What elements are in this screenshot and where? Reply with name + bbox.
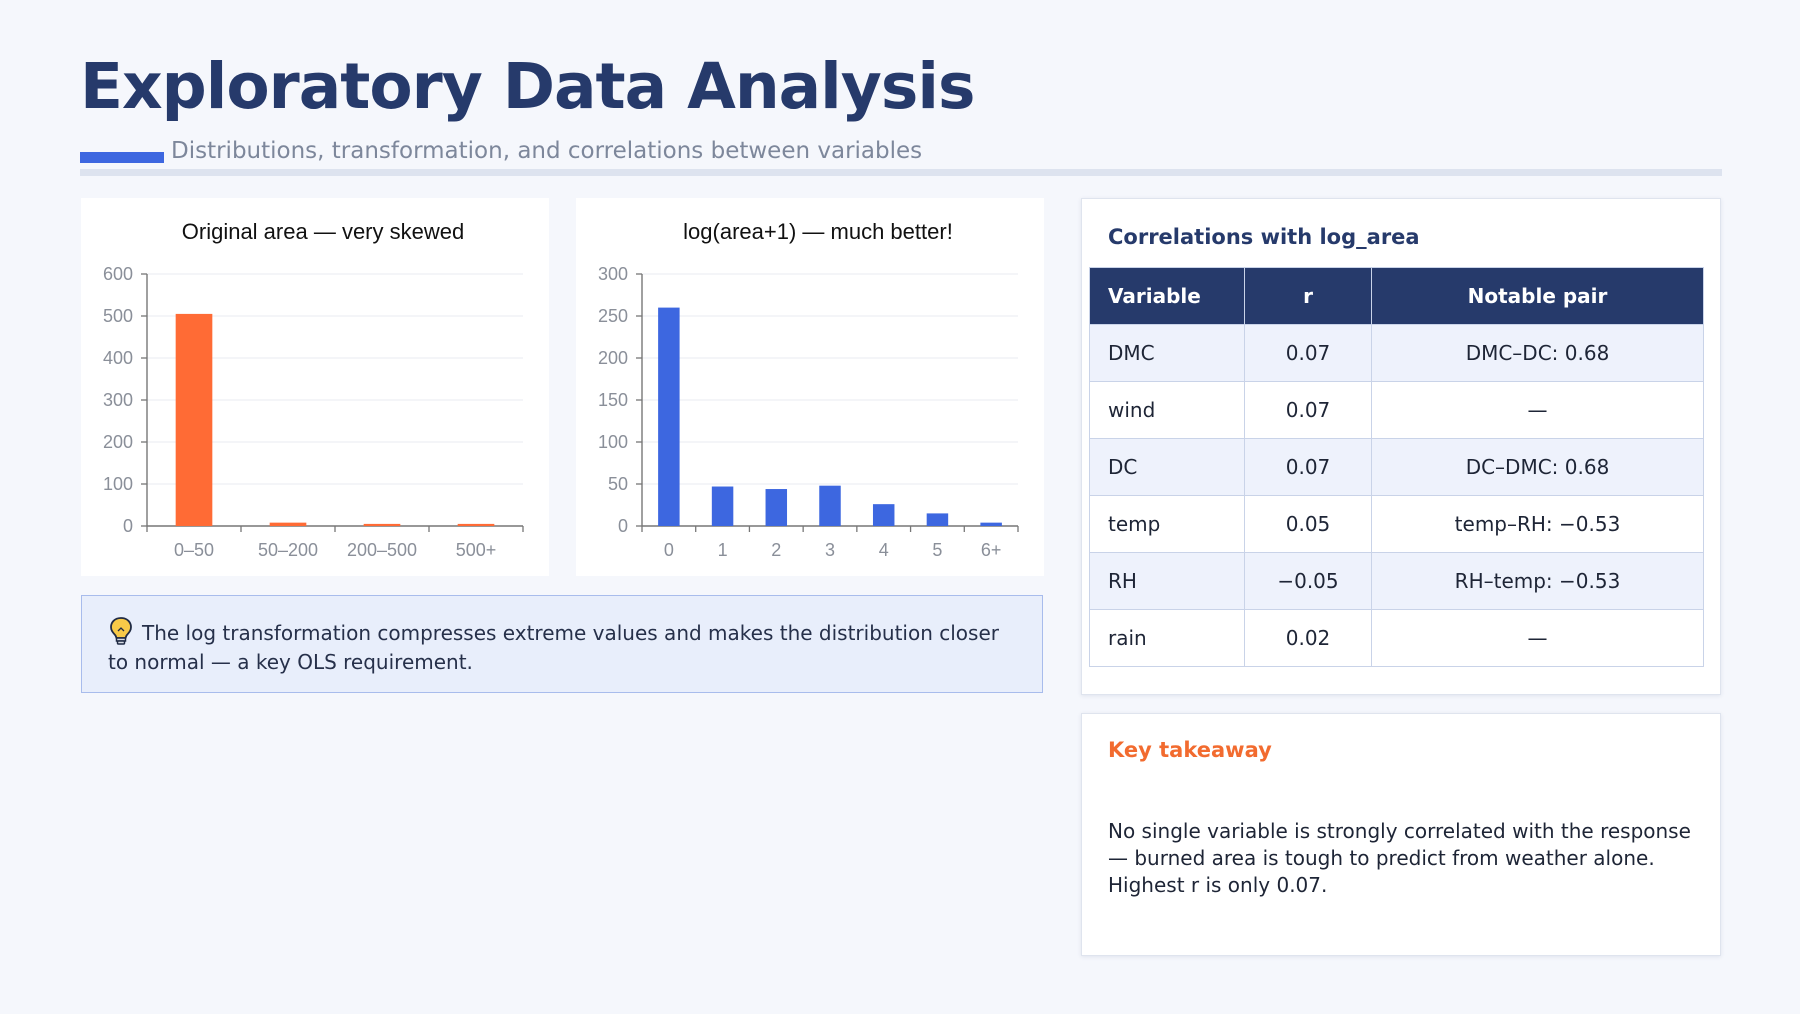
chart-log-area: log(area+1) — much better! 0 50 100 150 200 25… (576, 198, 1044, 576)
cell-notable-pair: DC–DMC: 0.68 (1371, 438, 1704, 496)
cell-r: 0.02 (1244, 609, 1372, 667)
x-tick-label: 1 (718, 540, 728, 560)
table-row: wind 0.07 — (1089, 381, 1704, 439)
table-row: DC 0.07 DC–DMC: 0.68 (1089, 438, 1704, 496)
correlations-table: Variable r Notable pair DMC 0.07 DMC–DC:… (1089, 267, 1704, 667)
y-tick-label: 0 (618, 516, 628, 536)
bar (711, 486, 734, 526)
correlations-title: Correlations with log_area (1108, 225, 1420, 249)
cell-r: 0.07 (1244, 324, 1372, 382)
header-divider (80, 169, 1722, 176)
x-tick-label: 200–500 (347, 540, 417, 560)
bar (765, 489, 788, 526)
cell-r: −0.05 (1244, 552, 1372, 610)
cell-variable: RH (1089, 552, 1245, 610)
cell-variable: DMC (1089, 324, 1245, 382)
x-tick-label: 500+ (456, 540, 497, 560)
bar (926, 513, 949, 526)
bar (363, 523, 401, 526)
y-tick-label: 200 (598, 348, 628, 368)
cell-variable: rain (1089, 609, 1245, 667)
y-tick-label: 200 (103, 432, 133, 452)
column-header-r: r (1244, 267, 1372, 325)
bar (269, 522, 307, 526)
y-tick-label: 0 (123, 516, 133, 536)
cell-variable: DC (1089, 438, 1245, 496)
insight-callout: The log transformation compresses extrem… (81, 595, 1043, 693)
table-row: RH −0.05 RH–temp: −0.53 (1089, 552, 1704, 610)
x-tick-label: 50–200 (258, 540, 318, 560)
y-tick-label: 100 (598, 432, 628, 452)
table-header-row: Variable r Notable pair (1089, 267, 1704, 325)
cell-notable-pair: — (1371, 381, 1704, 439)
bar (658, 307, 680, 526)
page-title: Exploratory Data Analysis (80, 50, 975, 123)
cell-r: 0.05 (1244, 495, 1372, 553)
chart-title: log(area+1) — much better! (683, 219, 953, 244)
x-tick-label: 0 (664, 540, 674, 560)
bar (980, 522, 1002, 526)
y-tick-label: 300 (598, 264, 628, 284)
x-tick-label: 0–50 (174, 540, 214, 560)
x-tick-label: 5 (932, 540, 942, 560)
y-tick-label: 100 (103, 474, 133, 494)
takeaway-text: No single variable is strongly correlate… (1108, 819, 1691, 897)
cell-r: 0.07 (1244, 381, 1372, 439)
column-header-notable-pair: Notable pair (1371, 267, 1704, 325)
y-tick-label: 500 (103, 306, 133, 326)
lightbulb-icon (108, 616, 134, 646)
chart-log-area-svg: log(area+1) — much better!05010015020025… (598, 219, 1019, 560)
bar (457, 523, 495, 526)
x-tick-label: 4 (879, 540, 889, 560)
cell-r: 0.07 (1244, 438, 1372, 496)
cell-notable-pair: — (1371, 609, 1704, 667)
column-header-variable: Variable (1089, 267, 1245, 325)
y-tick-label: 250 (598, 306, 628, 326)
cell-notable-pair: RH–temp: −0.53 (1371, 552, 1704, 610)
x-tick-label: 2 (771, 540, 781, 560)
bar (175, 313, 213, 526)
cell-variable: temp (1089, 495, 1245, 553)
chart-original-area-svg: Original area — very skewed 0 100 200 300 400… (103, 219, 524, 560)
cell-notable-pair: DMC–DC: 0.68 (1371, 324, 1704, 382)
chart-original-area: Original area — very skewed 0 100 200 300 400… (81, 198, 549, 576)
table-row: DMC 0.07 DMC–DC: 0.68 (1089, 324, 1704, 382)
y-tick-label: 50 (608, 474, 628, 494)
takeaway-panel: Key takeaway No single variable is stron… (1081, 713, 1721, 956)
correlations-panel: Correlations with log_area Variable r No… (1081, 198, 1721, 695)
takeaway-title: Key takeaway (1108, 738, 1272, 762)
table-row: temp 0.05 temp–RH: −0.53 (1089, 495, 1704, 553)
bar (872, 504, 895, 526)
y-tick-label: 400 (103, 348, 133, 368)
table-row: rain 0.02 — (1089, 609, 1704, 667)
y-tick-label: 300 (103, 390, 133, 410)
bar (819, 485, 841, 526)
x-tick-label: 3 (825, 540, 835, 560)
title-accent-bar (80, 152, 164, 163)
y-tick-label: 150 (598, 390, 628, 410)
cell-notable-pair: temp–RH: −0.53 (1371, 495, 1704, 553)
y-tick-label: 600 (103, 264, 133, 284)
callout-text: The log transformation compresses extrem… (108, 621, 999, 674)
cell-variable: wind (1089, 381, 1245, 439)
chart-title: Original area — very skewed (182, 219, 464, 244)
page-subtitle: Distributions, transformation, and corre… (171, 138, 923, 164)
x-tick-label: 6+ (981, 540, 1002, 560)
